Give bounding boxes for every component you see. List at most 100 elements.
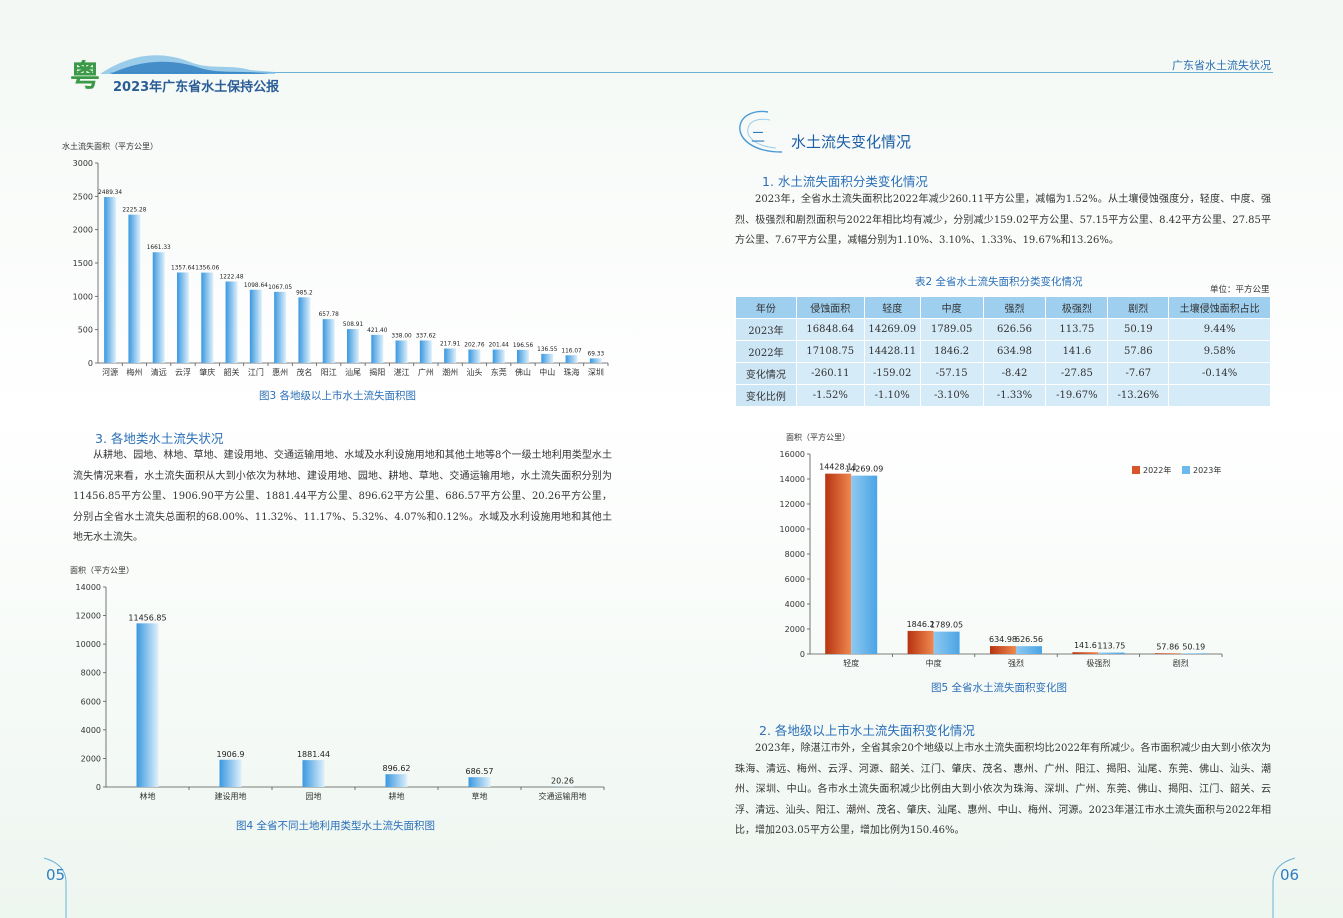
bar-value-label: 1846.2 <box>907 620 935 629</box>
bar <box>302 760 325 787</box>
y-tick-label: 12000 <box>780 500 805 509</box>
x-tick-label: 汕头 <box>466 367 482 377</box>
y-tick-label: 500 <box>78 326 93 335</box>
bar-value-label: 1789.05 <box>930 621 963 630</box>
bar <box>274 291 287 363</box>
x-tick-label: 耕地 <box>389 791 405 801</box>
bar <box>136 623 159 787</box>
bar-value-label: 20.26 <box>551 777 574 786</box>
y-tick-label: 0 <box>96 783 101 792</box>
logo-glyph: 粤 <box>70 59 100 92</box>
x-tick-label: 极强烈 <box>1086 658 1110 668</box>
bar-value-label: 2489.34 <box>98 190 122 196</box>
y-axis-label: 面积（平方公里） <box>786 432 850 442</box>
bar <box>177 272 189 363</box>
bar <box>128 214 141 363</box>
table-cell: 变化比例 <box>735 384 797 407</box>
bar-value-label: 1906.9 <box>217 750 245 759</box>
x-tick-label: 茂名 <box>296 367 312 377</box>
x-tick-label: 湛江 <box>394 368 410 377</box>
table-cell: 57.86 <box>1107 340 1170 363</box>
bar <box>517 349 529 363</box>
sub1-paragraph: 2023年，全省水土流失面积比2022年减少260.11平方公里，减幅为1.52… <box>735 194 1271 246</box>
bar-value-label: 626.56 <box>1015 635 1043 644</box>
table-cell: -7.67 <box>1107 362 1170 385</box>
bar-value-label: 202.76 <box>464 342 485 348</box>
bar-value-label: 113.75 <box>1097 642 1125 651</box>
page-number-left: 05 <box>46 866 66 884</box>
fig3-caption: 图3 各地级以上市水土流失面积图 <box>259 390 417 402</box>
bar <box>371 334 384 363</box>
table-cell: 2022年 <box>735 340 797 363</box>
table-row: 2023年 16848.64 14269.09 1789.05 626.56 1… <box>735 318 1271 341</box>
table-cell: -1.33% <box>982 384 1047 407</box>
document-title: 2023年广东省水土保持公报 <box>113 80 280 95</box>
section-number: 二 <box>751 130 765 146</box>
y-axis-label: 水土流失面积（平方公里） <box>62 141 158 151</box>
bar <box>444 348 457 363</box>
table-cell: -3.10% <box>919 384 984 407</box>
x-tick-label: 深圳 <box>588 367 604 377</box>
x-tick-label: 东莞 <box>491 367 507 377</box>
section-tag: 广东省水土流失状况 <box>1172 59 1271 72</box>
y-tick-label: 0 <box>800 650 805 659</box>
bar-2022 <box>1154 653 1181 654</box>
table-cell: -19.67% <box>1045 384 1109 407</box>
bar-value-label: 69.33 <box>588 351 605 357</box>
table-row: 变化情况 -260.11 -159.02 -57.15 -8.42 -27.85… <box>735 362 1271 385</box>
table2-unit: 单位：平方公里 <box>1210 285 1270 295</box>
y-tick-label: 10000 <box>780 525 805 534</box>
bar-2022 <box>907 630 934 654</box>
x-tick-label: 清远 <box>151 367 167 377</box>
y-tick-label: 6000 <box>81 697 101 706</box>
bar-value-label: 985.2 <box>296 290 313 296</box>
x-tick-label: 江门 <box>248 367 264 377</box>
x-tick-label: 广州 <box>418 367 434 377</box>
x-tick-label: 肇庆 <box>199 367 215 377</box>
y-tick-label: 2000 <box>81 754 101 763</box>
fig3-chart: 水土流失面积（平方公里） 0 500 1000 1500 2000 2500 3000 2489… <box>62 141 609 377</box>
logo-wave: 粤 <box>70 55 275 92</box>
table-cell: -260.11 <box>795 362 865 385</box>
bar-2023 <box>1098 652 1125 654</box>
bar <box>468 349 481 363</box>
bar-value-label: 421.40 <box>367 328 388 334</box>
legend-label: 2023年 <box>1193 465 1221 475</box>
x-tick-label: 草地 <box>472 791 488 801</box>
fig5-chart: 面积（平方公里） 0 2000 4000 6000 8000 10000 12000 14000… <box>780 432 1223 668</box>
table-cell: 16848.64 <box>795 318 865 341</box>
table2-header: 轻度 <box>863 296 921 319</box>
table2-header: 剧烈 <box>1107 296 1170 319</box>
bar <box>298 297 311 363</box>
x-tick-label: 惠州 <box>272 367 288 377</box>
y-axis-label: 面积（平方公里） <box>70 565 134 575</box>
bar <box>347 329 359 363</box>
y-tick-label: 14000 <box>76 583 101 592</box>
table-cell: -13.26% <box>1107 384 1170 407</box>
table-cell: 变化情况 <box>735 362 797 385</box>
table-row: 变化比例 -1.52% -1.10% -3.10% -1.33% -19.67%… <box>735 384 1271 407</box>
bar-2022 <box>990 646 1016 654</box>
bar-value-label: 686.57 <box>466 767 494 776</box>
bar-value-label: 11456.85 <box>128 613 166 622</box>
bar <box>385 774 408 787</box>
table-row: 2022年 17108.75 14428.11 1846.2 634.98 14… <box>735 340 1271 363</box>
y-tick-label: 2000 <box>785 625 805 634</box>
bar <box>249 289 262 363</box>
table2: 年份 侵蚀面积 轻度 中度 强烈 极强烈 剧烈 土壤侵蚀面积占比 2023年 1… <box>735 296 1271 407</box>
table-cell: 1846.2 <box>919 340 984 363</box>
y-tick-label: 1500 <box>73 259 93 268</box>
table-cell: 14269.09 <box>863 318 921 341</box>
bar <box>541 353 554 363</box>
fig4-chart: 面积（平方公里） 0 2000 4000 6000 8000 10000 12000 14000… <box>70 565 605 801</box>
sub2-paragraph: 2023年，除湛江市外，全省其余20个地级以上市水土流失面积均比2022年有所减… <box>735 743 1271 836</box>
x-tick-label: 汕尾 <box>345 367 361 377</box>
bar-value-label: 201.44 <box>489 343 510 349</box>
fig5-caption: 图5 全省水土流失面积变化图 <box>931 682 1068 694</box>
bar-value-label: 1067.05 <box>268 285 292 291</box>
bar <box>565 355 578 363</box>
bar <box>419 340 432 363</box>
page-curve-right <box>1272 857 1296 918</box>
table-cell: -1.10% <box>863 384 921 407</box>
x-tick-label: 韶关 <box>224 367 240 377</box>
